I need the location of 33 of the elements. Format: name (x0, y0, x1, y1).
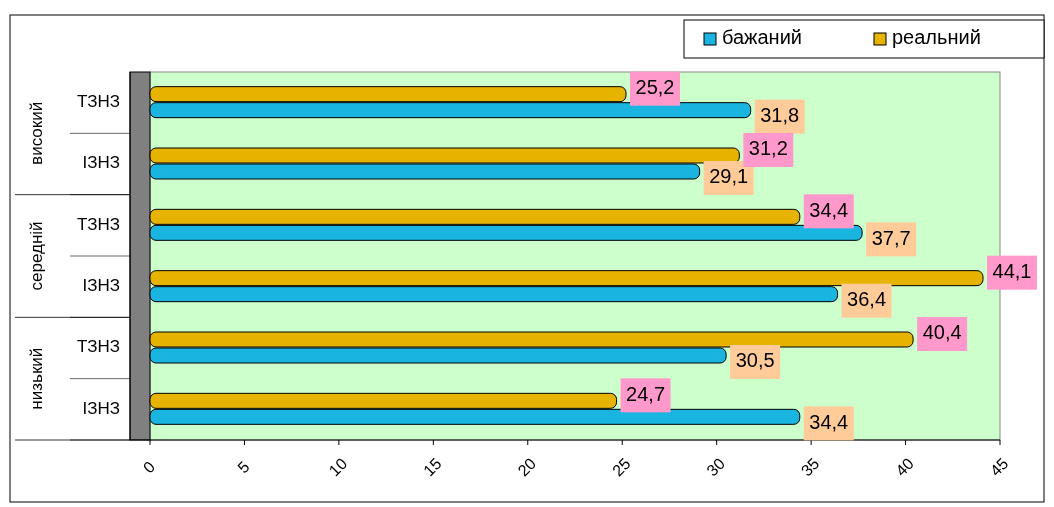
data-label: 25,2 (635, 75, 675, 98)
x-tick-label: 35 (797, 454, 823, 480)
x-tick-label: 20 (514, 454, 540, 480)
data-label: 36,4 (847, 287, 887, 310)
x-tick-label: 45 (986, 454, 1012, 480)
y-tick-label: ІЗНЗ (82, 153, 120, 173)
x-tick-label: 0 (139, 457, 159, 477)
x-tick-label: 10 (325, 454, 351, 480)
data-label: 34,4 (809, 410, 849, 433)
data-label: 40,4 (922, 321, 962, 344)
data-label: 31,2 (748, 137, 788, 160)
y-tick-label: ІЗНЗ (82, 276, 120, 296)
text: середній (27, 221, 47, 291)
legend-label: реальний (892, 26, 981, 49)
y-tick-label: ТЗНЗ (76, 214, 120, 234)
y-tick-label: ТЗНЗ (76, 337, 120, 357)
data-label: 31,8 (760, 103, 800, 126)
data-label: 30,5 (735, 349, 775, 372)
y-tick-label: ІЗНЗ (82, 398, 120, 418)
x-tick-label: 15 (420, 454, 445, 480)
text: низький (27, 347, 47, 410)
data-label: 37,7 (871, 226, 911, 249)
data-label: 29,1 (709, 165, 749, 188)
data-label: 24,7 (626, 382, 666, 405)
y-tick-label: ТЗНЗ (76, 92, 120, 112)
data-label: 34,4 (809, 198, 849, 221)
x-tick-label: 5 (234, 457, 253, 477)
x-tick-label: 40 (892, 454, 918, 480)
legend-label: бажаний (722, 26, 803, 49)
x-tick-label: 30 (703, 454, 729, 480)
data-label: 44,1 (992, 259, 1032, 282)
x-tick-label: 25 (609, 454, 634, 480)
text: високий (27, 101, 47, 165)
